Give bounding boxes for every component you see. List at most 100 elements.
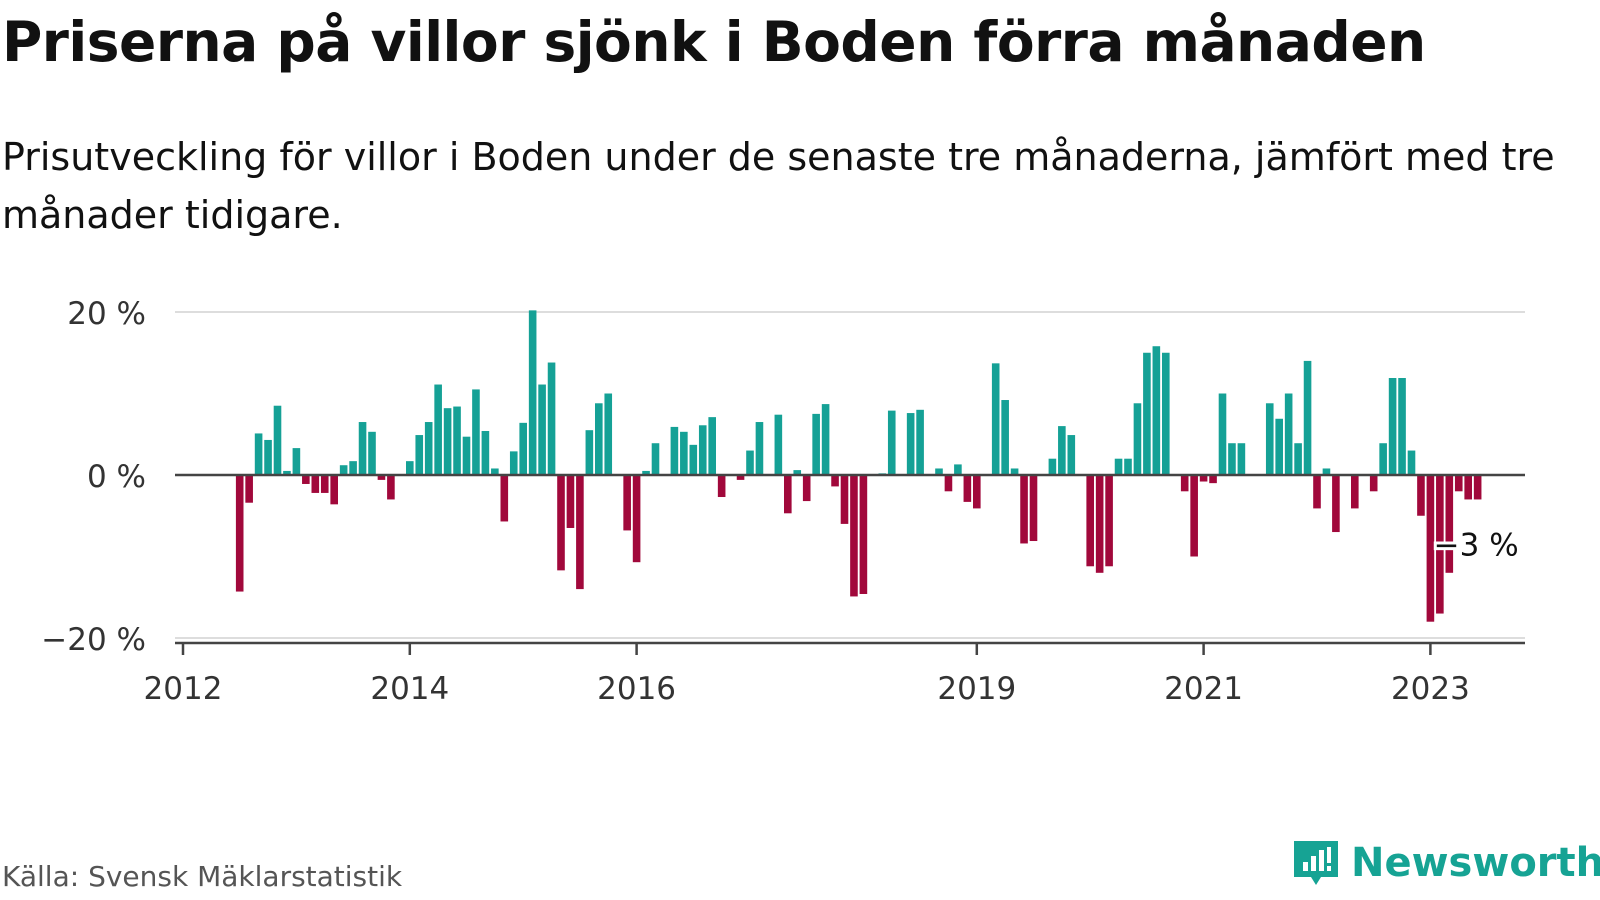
bar bbox=[954, 464, 962, 476]
bar bbox=[472, 389, 480, 475]
bar bbox=[349, 461, 357, 476]
x-tick-label: 2021 bbox=[1164, 671, 1243, 707]
bar bbox=[406, 461, 414, 476]
bar bbox=[1407, 450, 1416, 475]
bar bbox=[887, 410, 896, 476]
x-tick-label: 2016 bbox=[597, 671, 676, 707]
bar bbox=[717, 475, 726, 498]
bar bbox=[1313, 475, 1321, 509]
y-tick-label: 20 % bbox=[67, 296, 146, 332]
bar bbox=[1303, 360, 1312, 475]
bar bbox=[235, 475, 244, 592]
bar bbox=[991, 363, 1000, 475]
bar bbox=[292, 448, 301, 475]
last-value-label: −3 % bbox=[1434, 527, 1519, 563]
bar bbox=[642, 470, 650, 476]
bar bbox=[680, 431, 688, 476]
bar bbox=[491, 468, 499, 475]
bar bbox=[566, 475, 575, 528]
bar bbox=[935, 468, 943, 475]
bar bbox=[1265, 403, 1274, 475]
bar bbox=[689, 444, 698, 475]
bar bbox=[1351, 475, 1359, 509]
bar bbox=[453, 406, 461, 475]
bar bbox=[1199, 475, 1208, 482]
bar bbox=[1095, 475, 1104, 573]
bar bbox=[831, 475, 839, 487]
bar bbox=[1048, 458, 1057, 475]
bar bbox=[339, 465, 348, 475]
bar bbox=[840, 475, 849, 524]
bar bbox=[604, 393, 613, 475]
bar bbox=[595, 403, 603, 475]
bar bbox=[1473, 475, 1482, 500]
bar bbox=[973, 475, 981, 509]
bar bbox=[1218, 393, 1227, 475]
bar bbox=[1436, 475, 1444, 614]
bar bbox=[245, 475, 253, 503]
source-note: Källa: Svensk Mäklarstatistik bbox=[2, 860, 403, 893]
bar bbox=[358, 422, 367, 476]
brand-logo: Newsworthy bbox=[1291, 838, 1600, 888]
bar bbox=[302, 475, 310, 484]
bar bbox=[1020, 475, 1028, 544]
bar bbox=[698, 425, 707, 475]
bar bbox=[547, 362, 556, 475]
bar bbox=[1010, 468, 1019, 475]
bar bbox=[1388, 378, 1397, 475]
bar bbox=[802, 475, 811, 502]
bar bbox=[916, 409, 924, 475]
bar bbox=[500, 475, 509, 522]
bar bbox=[793, 470, 802, 475]
bar bbox=[1058, 426, 1066, 475]
bar bbox=[368, 431, 376, 476]
bar bbox=[1417, 475, 1425, 516]
bar bbox=[1379, 443, 1387, 476]
bar bbox=[576, 475, 584, 590]
bar bbox=[1228, 443, 1236, 476]
bar bbox=[509, 451, 518, 476]
x-tick-label: 2012 bbox=[144, 671, 223, 707]
bar bbox=[283, 470, 291, 476]
bar bbox=[1237, 443, 1246, 476]
bar bbox=[632, 475, 641, 563]
bar bbox=[944, 475, 953, 492]
bar bbox=[1067, 435, 1076, 475]
bar bbox=[1152, 346, 1161, 475]
bar bbox=[963, 475, 972, 502]
newsworthy-logo-icon bbox=[1294, 841, 1338, 885]
bar bbox=[1275, 418, 1283, 475]
x-tick-label: 2014 bbox=[370, 671, 449, 707]
gridlines bbox=[175, 311, 1525, 639]
bar bbox=[481, 430, 490, 475]
bar bbox=[670, 426, 679, 475]
bar bbox=[850, 475, 858, 597]
bar bbox=[519, 422, 527, 475]
bar bbox=[585, 430, 594, 476]
bar bbox=[1284, 393, 1293, 475]
axes bbox=[175, 473, 1525, 655]
bar bbox=[1322, 468, 1331, 475]
chart-subtitle: Prisutveckling för villor i Boden under … bbox=[2, 135, 1555, 237]
bar bbox=[1180, 475, 1189, 492]
bar bbox=[1086, 475, 1094, 567]
bar bbox=[1454, 475, 1463, 492]
bar bbox=[311, 475, 320, 493]
bar bbox=[1445, 475, 1454, 573]
bar bbox=[1209, 475, 1217, 484]
bar bbox=[1143, 352, 1151, 475]
bar bbox=[528, 310, 537, 475]
bar bbox=[736, 475, 745, 480]
bar bbox=[254, 433, 263, 475]
bar bbox=[434, 384, 442, 475]
bar bbox=[377, 475, 386, 480]
bar bbox=[1124, 458, 1132, 475]
y-tick-label: −20 % bbox=[41, 622, 146, 658]
bar bbox=[387, 475, 395, 500]
bar bbox=[1001, 400, 1009, 475]
bar bbox=[1332, 475, 1340, 533]
bar-chart: 20 % 0 % −20 % 2012 2014 2016 2019 2021 2023 −3 % bbox=[41, 296, 1525, 707]
bar bbox=[774, 414, 783, 475]
bar bbox=[1190, 475, 1198, 557]
y-tick-label: 0 % bbox=[87, 459, 146, 495]
